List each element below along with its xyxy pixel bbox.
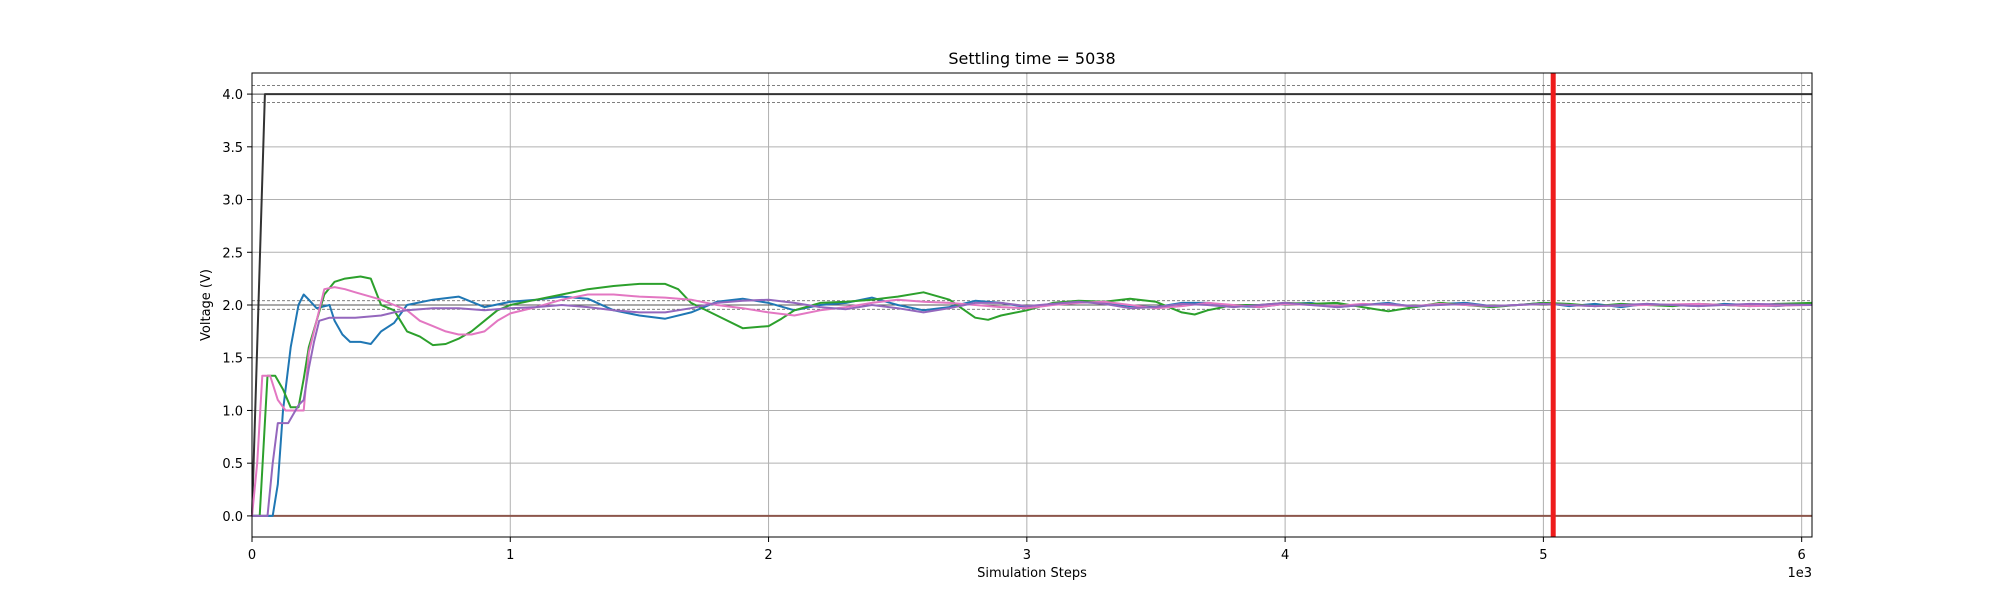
y-axis-label: Voltage (V): [199, 269, 214, 341]
x-tick-label: 5: [1539, 548, 1547, 563]
x-tick-label: 4: [1281, 548, 1289, 563]
y-tick-label: 1.5: [222, 352, 243, 367]
series-line-4: [252, 275, 1813, 517]
series-line-5: [251, 286, 1813, 516]
x-axis-label: Simulation Steps: [977, 566, 1087, 581]
x-tick-label: 3: [1023, 548, 1031, 563]
series-line-1: [251, 93, 1812, 516]
series-line-3: [252, 293, 1813, 517]
y-tick-label: 2.5: [222, 246, 243, 261]
series-layer: [251, 93, 1813, 517]
series-line-6: [252, 298, 1813, 517]
x-axis-offset-text: 1e3: [1787, 566, 1812, 581]
x-tick-label: 2: [764, 548, 772, 563]
chart-title: Settling time = 5038: [948, 49, 1115, 68]
tolerance-band-layer: [252, 85, 1812, 310]
y-tick-label: 0.5: [222, 457, 243, 472]
x-tick-label: 1: [506, 548, 514, 563]
x-tick-label: 6: [1798, 548, 1806, 563]
y-tick-label: 3.0: [222, 194, 243, 209]
y-tick-label: 1.0: [222, 404, 243, 419]
y-tick-label: 3.5: [222, 141, 243, 156]
tick-layer: 0 1 2 3 4 5 6 0.0 0.5 1.0 1.5 2.0 2.5 3.0 3.5 4.0: [222, 88, 1805, 563]
y-tick-label: 0.0: [222, 510, 243, 525]
y-tick-label: 4.0: [222, 88, 243, 103]
y-tick-label: 2.0: [222, 299, 243, 314]
x-tick-label: 0: [248, 548, 256, 563]
